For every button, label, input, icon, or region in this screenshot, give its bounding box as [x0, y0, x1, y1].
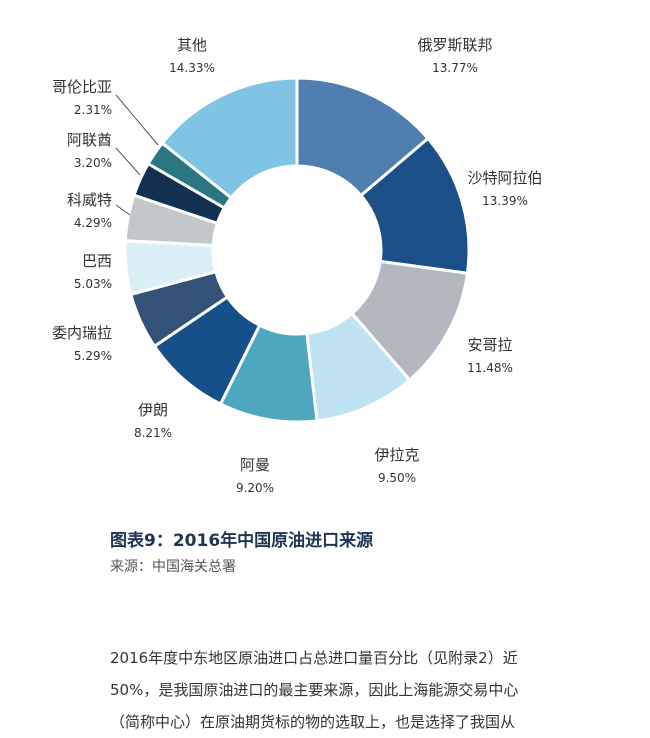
slice-label: 哥伦比亚: [52, 78, 112, 96]
slice-value-label: 3.20%: [74, 156, 112, 170]
slice-value-label: 9.20%: [236, 481, 274, 495]
body-line: 2016年度中东地区原油进口占总进口量百分比（见附录2）近: [110, 649, 518, 667]
slice-value-label: 5.03%: [74, 277, 112, 291]
leader-line: [115, 94, 159, 146]
slice-label: 沙特阿拉伯: [467, 169, 542, 187]
slice-label: 俄罗斯联邦: [417, 36, 492, 54]
slice-value-label: 11.48%: [467, 361, 513, 375]
slice-value-label: 4.29%: [74, 216, 112, 230]
slice-value-label: 14.33%: [169, 61, 215, 75]
donut-chart: 俄罗斯联邦 13.77% 沙特阿拉伯 13.39% 安哥拉 11.48% 伊拉克 9.50% 阿…: [52, 36, 543, 495]
slice-value-label: 13.39%: [482, 194, 528, 208]
slice-label: 科威特: [67, 191, 112, 209]
pie-slice: [160, 76, 299, 200]
leader-line: [115, 204, 131, 216]
slice-value-label: 8.21%: [134, 426, 172, 440]
leader-line: [115, 147, 141, 176]
slice-label: 伊朗: [138, 401, 168, 419]
slice-label: 伊拉克: [374, 446, 419, 464]
slice-label: 安哥拉: [467, 336, 512, 354]
slice-value-label: 13.77%: [432, 61, 478, 75]
slice-value-label: 9.50%: [378, 471, 416, 485]
slice-value-label: 2.31%: [74, 103, 112, 117]
body-line: 50%，是我国原油进口的最主要来源，因此上海能源交易中心: [110, 681, 519, 699]
slice-label: 委内瑞拉: [52, 324, 112, 342]
donut-chart-svg: 俄罗斯联邦 13.77% 沙特阿拉伯 13.39% 安哥拉 11.48% 伊拉克 9.50% 阿…: [52, 36, 543, 495]
chart-caption: 图表9：2016年中国原油进口来源: [110, 531, 374, 551]
slice-label: 阿联酋: [67, 131, 112, 149]
slice-value-label: 5.29%: [74, 349, 112, 363]
body-paragraph: 2016年度中东地区原油进口占总进口量百分比（见附录2）近 50%，是我国原油进…: [110, 642, 610, 738]
chart-source: 来源：中国海关总署: [110, 559, 236, 575]
body-line: （简称中心）在原油期货标的物的选取上，也是选择了我国从: [110, 713, 516, 731]
slice-label: 其他: [177, 36, 207, 54]
slice-label: 阿曼: [240, 456, 270, 474]
slice-label: 巴西: [82, 252, 112, 270]
